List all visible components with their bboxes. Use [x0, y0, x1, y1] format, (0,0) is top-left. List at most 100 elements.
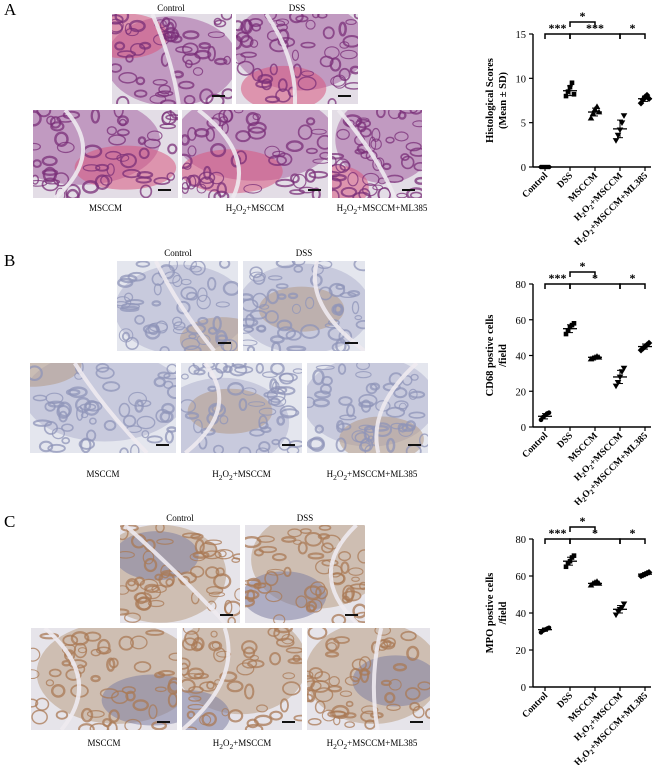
- significance-bracket: ***: [544, 271, 571, 289]
- significance-bracket: ***: [544, 21, 571, 39]
- micrograph-dss: [236, 14, 358, 104]
- data-point: [620, 365, 628, 372]
- y-tick-label: 40: [516, 352, 527, 363]
- image-label-h2o2-msccm-ml385: H2O2+MSCCM+ML385: [326, 738, 418, 751]
- histological-score-chart: Histological Scores (Mean ± SD) 0 5 10 15 Cont…: [475, 0, 669, 248]
- series-group: [563, 321, 577, 337]
- tissue-texture: [236, 14, 358, 104]
- significance-label: *: [580, 259, 586, 273]
- cd68-chart: CD68 postive cells/field 0 20 40 60 80 Control…: [475, 250, 669, 508]
- image-label-h2o2-msccm-ml385: H2O2+MSCCM+ML385: [336, 203, 428, 216]
- data-point: [612, 612, 620, 619]
- tissue-texture: [182, 110, 328, 198]
- series-group: [612, 113, 628, 144]
- data-point: [620, 601, 628, 608]
- series-group: [637, 339, 653, 354]
- micrograph-h2o2-msccm-ml385: [332, 110, 422, 198]
- scale-bar: [158, 189, 171, 191]
- y-axis-label: MPO postive cells/field: [485, 573, 509, 653]
- series-group: [587, 578, 603, 588]
- image-label-control: Control: [157, 3, 185, 13]
- y-tick-label: 15: [516, 30, 527, 41]
- tissue-texture: [332, 110, 422, 198]
- significance-label: *: [592, 271, 598, 285]
- significance-label: *: [580, 9, 586, 23]
- scale-bar: [212, 95, 225, 97]
- significance-bracket: *: [569, 259, 596, 277]
- data-point: [587, 114, 595, 121]
- micrograph-control: [120, 525, 240, 623]
- image-label-msccm: MSCCM: [88, 203, 123, 213]
- scale-bar: [308, 189, 321, 191]
- panel-b: B Control DSS MSCCM H2O2+MSCCM H2O2+MSCC…: [0, 248, 669, 508]
- data-point: [569, 80, 575, 86]
- image-label-h2o2-msccm: H2O2+MSCCM: [212, 738, 272, 751]
- series-group: [563, 80, 577, 99]
- data-point: [563, 93, 569, 99]
- image-label-h2o2-msccm-ml385: H2O2+MSCCM+ML385: [326, 469, 418, 482]
- tissue-texture: [307, 628, 430, 730]
- x-tick-label: Control: [521, 431, 551, 461]
- series-group: [637, 91, 653, 107]
- significance-label: *: [580, 514, 586, 528]
- data-point: [565, 89, 571, 94]
- significance-label: *: [630, 526, 636, 540]
- micrograph-h2o2-msccm-ml385: [307, 628, 430, 730]
- y-tick-label: 20: [516, 387, 527, 398]
- panel-letter: C: [4, 512, 16, 531]
- significance-label: ***: [549, 526, 567, 540]
- panel-letter: B: [4, 251, 16, 270]
- image-label-msccm: MSCCM: [86, 469, 120, 479]
- significance-bracket: *: [619, 21, 646, 39]
- y-tick-label: 20: [516, 646, 527, 657]
- tissue-texture: [182, 628, 302, 730]
- scale-bar: [345, 342, 358, 344]
- micrograph-h2o2-msccm: [182, 628, 302, 730]
- panel-c: C Control DSS MSCCM H2O2+MSCCM H2O2+MSCC…: [0, 505, 669, 768]
- significance-bracket: ***: [569, 21, 621, 39]
- y-tick-label: 40: [516, 609, 527, 620]
- scale-bar: [156, 444, 169, 446]
- image-label-msccm: MSCCM: [87, 738, 121, 748]
- micrograph-msccm: [33, 110, 178, 198]
- data-point: [563, 564, 569, 570]
- image-label-dss: DSS: [296, 513, 314, 523]
- data-point: [571, 553, 577, 558]
- y-tick-label: 60: [516, 572, 527, 583]
- y-tick-label: 0: [521, 683, 526, 694]
- micrograph-msccm: [31, 628, 177, 730]
- y-axis-label: Histological Scores (Mean ± SD): [485, 58, 509, 143]
- x-tick-label: DSS: [556, 171, 575, 190]
- data-point: [565, 328, 571, 333]
- micrograph-h2o2-msccm-ml385: [307, 363, 428, 453]
- significance-label: *: [630, 271, 636, 285]
- data-point: [546, 410, 552, 415]
- series-group: [538, 410, 552, 423]
- x-tick-label: DSS: [556, 691, 575, 710]
- tissue-texture: [112, 14, 232, 104]
- x-tick-label: Control: [521, 691, 551, 721]
- data-point: [620, 113, 628, 119]
- mpo-chart: MPO postive cells/field 0 20 40 60 80 Control D…: [475, 505, 669, 768]
- y-tick-label: 60: [516, 316, 527, 327]
- panel-a: A Control DSS MSCCM H2O2+MSCCM H2O2+MSCC…: [0, 0, 669, 250]
- scale-bar: [338, 95, 351, 97]
- scale-bar: [218, 342, 231, 344]
- y-tick-label: 0: [521, 163, 526, 174]
- significance-label: ***: [549, 21, 567, 35]
- x-tick-label: Control: [521, 171, 551, 201]
- micrograph-h2o2-msccm: [181, 363, 302, 453]
- image-label-control: Control: [166, 513, 194, 523]
- data-point: [563, 331, 569, 337]
- tissue-texture: [31, 628, 177, 730]
- significance-bracket: *: [569, 514, 596, 532]
- series-group: [538, 625, 552, 635]
- tissue-texture: [181, 363, 302, 453]
- tissue-texture: [120, 525, 240, 623]
- significance-bracket: *: [569, 271, 621, 289]
- data-point: [546, 625, 552, 631]
- scale-bar: [157, 721, 170, 723]
- tissue-texture: [33, 110, 178, 198]
- image-label-h2o2-msccm: H2O2+MSCCM: [225, 203, 285, 216]
- significance-bracket: *: [569, 526, 621, 544]
